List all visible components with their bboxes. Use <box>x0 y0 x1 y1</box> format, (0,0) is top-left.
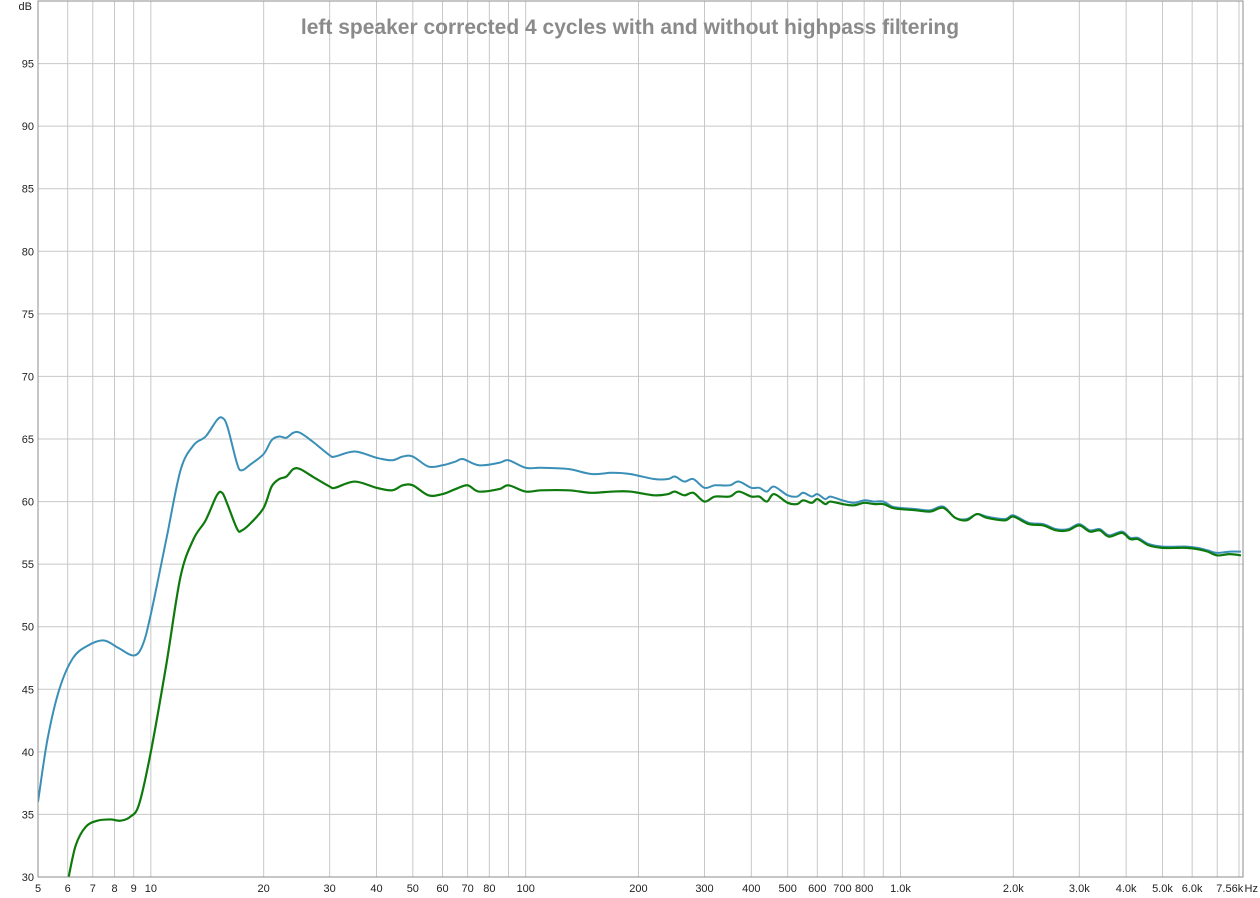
y-tick-label: 50 <box>22 622 34 634</box>
y-tick-label: 60 <box>22 497 34 509</box>
x-tick-label: 10 <box>145 883 157 895</box>
x-tick-label: 3.0k <box>1069 883 1090 895</box>
plot-frame <box>37 0 1244 878</box>
y-tick-label: 45 <box>22 684 34 696</box>
y-tick-label: 35 <box>22 809 34 821</box>
x-tick-label: 7.56k <box>1216 883 1243 895</box>
x-tick-label: 2.0k <box>1003 883 1024 895</box>
grid-layer <box>37 1 1243 878</box>
x-tick-label: 20 <box>258 883 270 895</box>
y-tick-label: 85 <box>22 184 34 196</box>
x-tick-label: 700 <box>833 883 851 895</box>
x-tick-label: 70 <box>461 883 473 895</box>
y-tick-label: 40 <box>22 747 34 759</box>
y-tick-label: 30 <box>22 872 34 884</box>
series-line-blue <box>38 416 1242 803</box>
x-tick-label: 1.0k <box>890 883 911 895</box>
x-tick-label: 100 <box>516 883 534 895</box>
y-tick-label: 90 <box>22 121 34 133</box>
x-tick-label: 7 <box>90 883 96 895</box>
x-axis-unit-label: Hz <box>1245 883 1258 895</box>
x-tick-label: 300 <box>695 883 713 895</box>
x-tick-label: 9 <box>131 883 137 895</box>
x-tick-label: 80 <box>483 883 495 895</box>
x-tick-label: 40 <box>370 883 382 895</box>
y-tick-label: 55 <box>22 559 34 571</box>
y-axis-unit-label: dB <box>19 1 32 13</box>
y-tick-label: 80 <box>22 246 34 258</box>
series-line-green <box>67 466 1242 877</box>
x-tick-label: 800 <box>855 883 873 895</box>
y-tick-label: 65 <box>22 434 34 446</box>
y-tick-labels: 30 35 40 45 50 55 60 65 70 75 80 85 90 95 <box>22 59 34 884</box>
x-tick-label: 6 <box>65 883 71 895</box>
x-tick-label: 60 <box>436 883 448 895</box>
x-tick-label: 5.0k <box>1152 883 1173 895</box>
x-tick-label: 400 <box>742 883 760 895</box>
y-tick-label: 95 <box>22 59 34 71</box>
x-tick-label: 50 <box>407 883 419 895</box>
x-tick-label: 8 <box>111 883 117 895</box>
y-tick-label: 70 <box>22 371 34 383</box>
x-tick-label: 500 <box>778 883 796 895</box>
x-tick-labels: 5 6 7 8 9 10 20 30 40 50 60 70 80 100 200 300 400 500 600 7… <box>35 883 1244 895</box>
x-tick-label: 30 <box>324 883 336 895</box>
x-tick-label: 600 <box>808 883 826 895</box>
x-tick-label: 200 <box>629 883 647 895</box>
x-tick-label: 4.0k <box>1116 883 1137 895</box>
x-tick-label: 5 <box>35 883 41 895</box>
series-layer <box>38 416 1242 877</box>
chart-title: left speaker corrected 4 cycles with and… <box>301 16 959 39</box>
x-tick-label: 6.0k <box>1182 883 1203 895</box>
y-tick-label: 75 <box>22 309 34 321</box>
